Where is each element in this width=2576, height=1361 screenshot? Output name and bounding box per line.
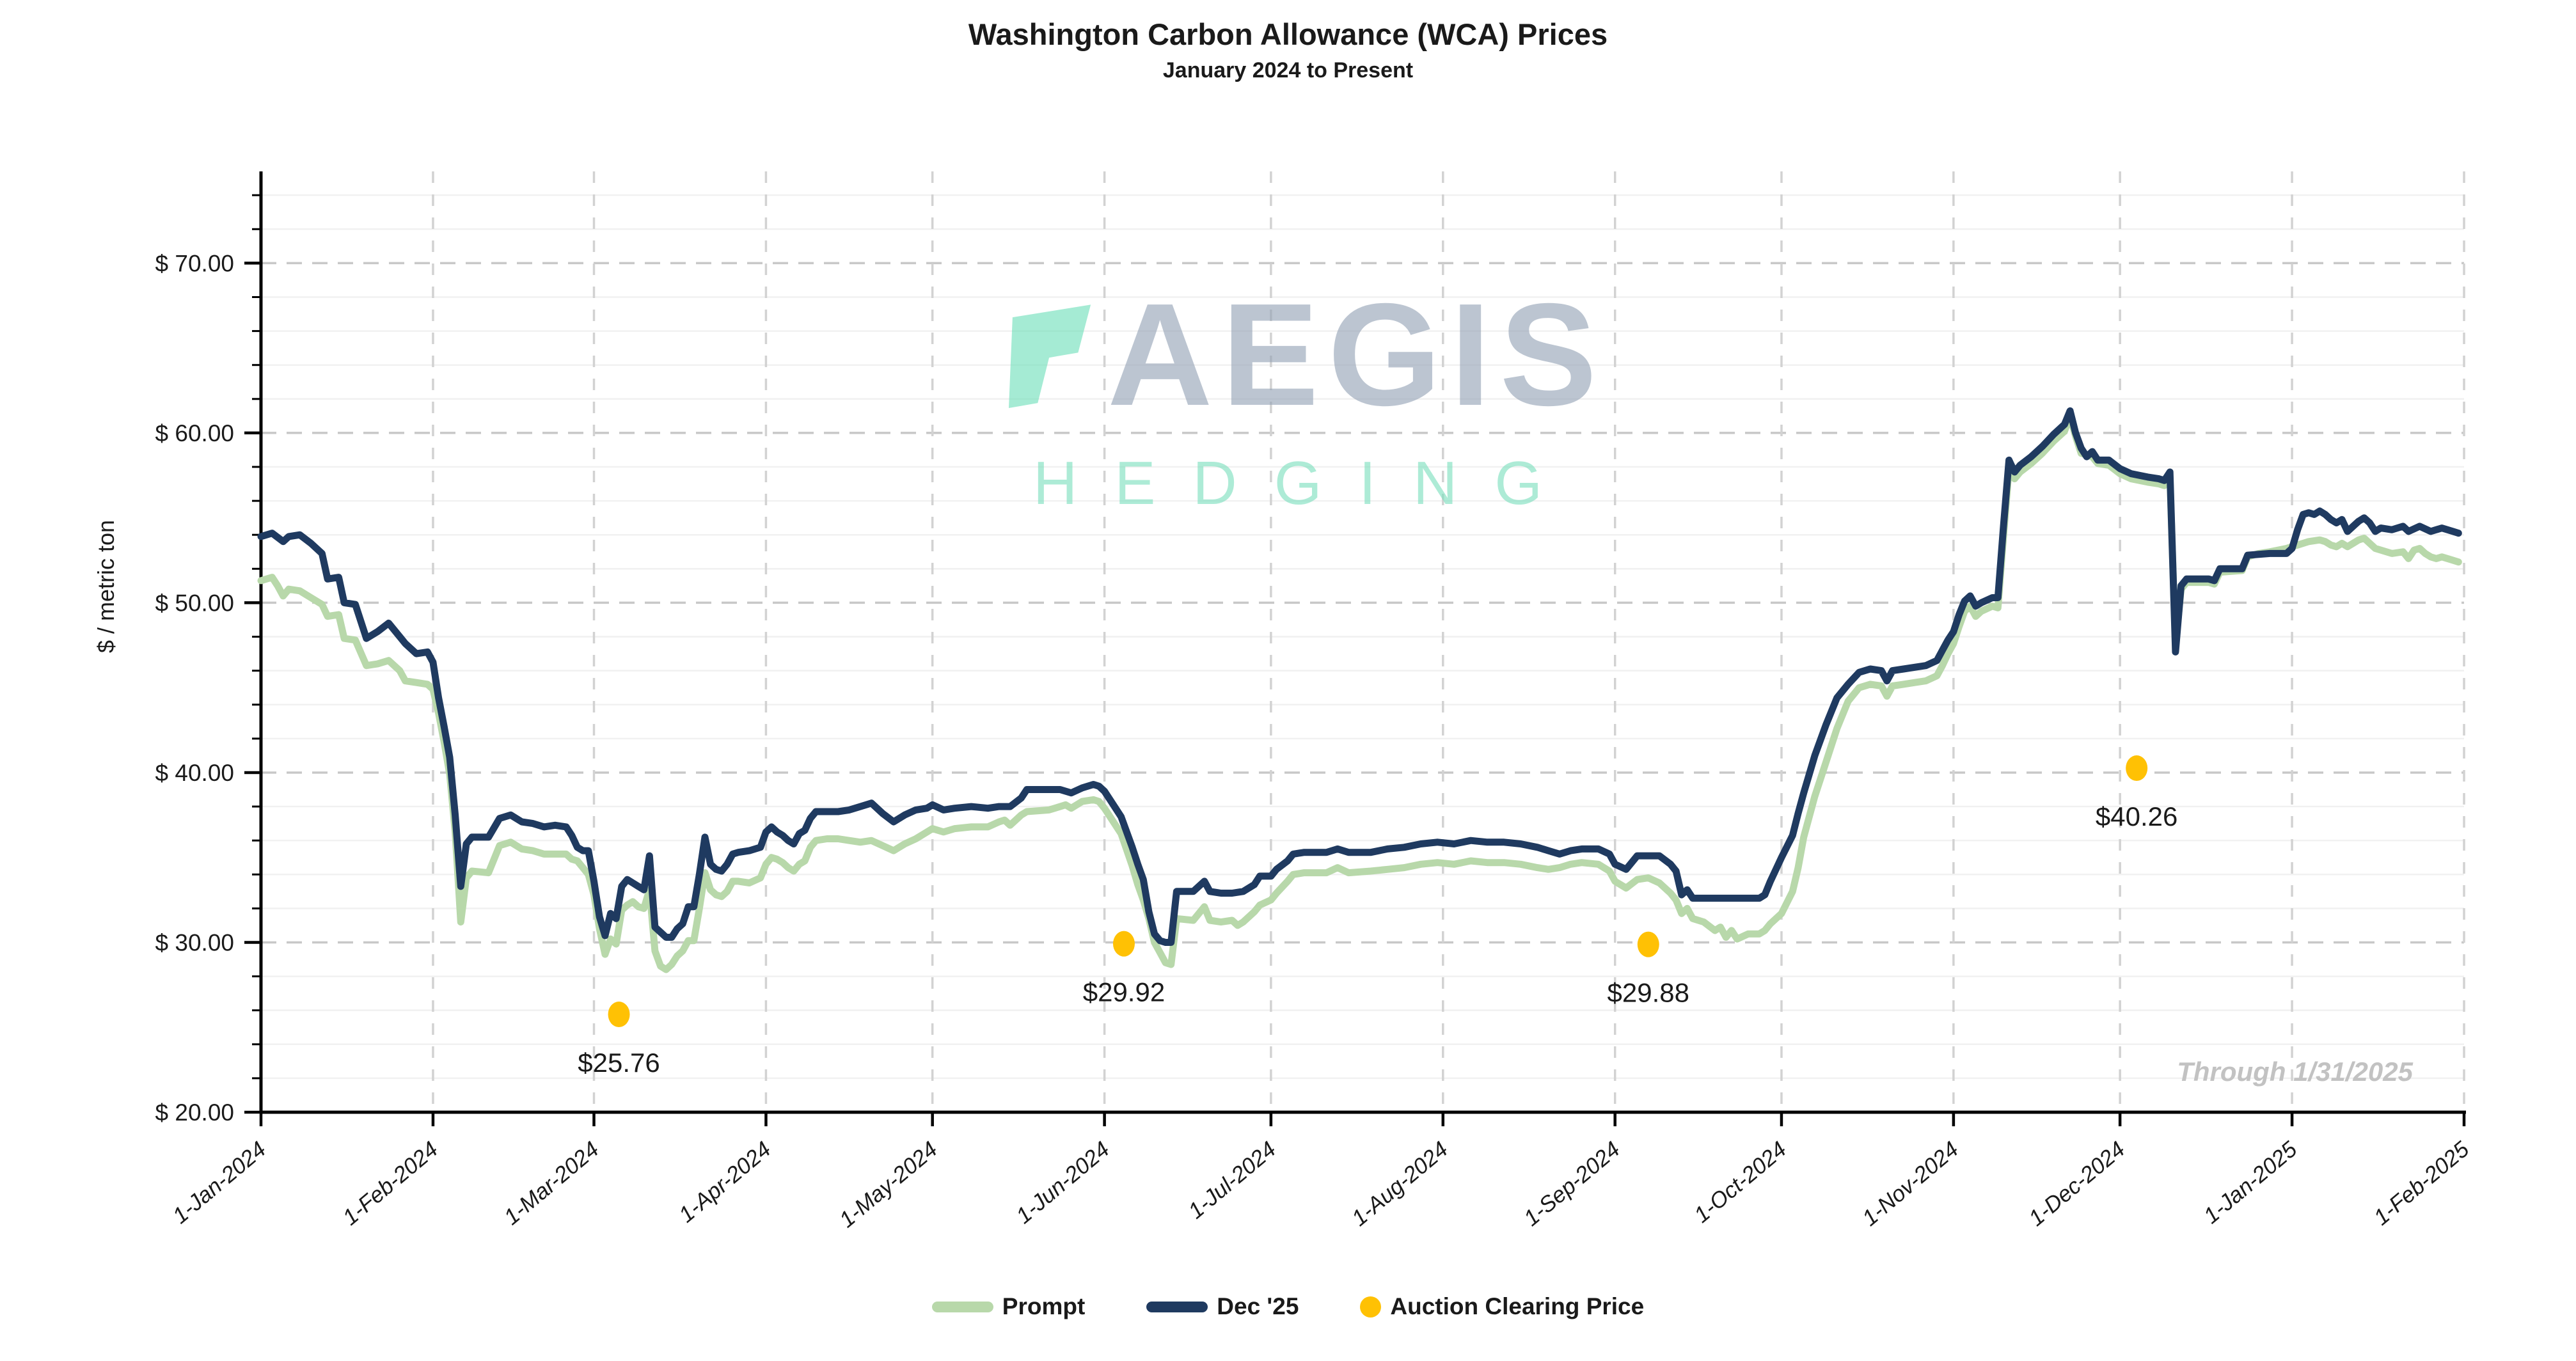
legend-label-auction: Auction Clearing Price (1390, 1293, 1645, 1319)
legend-item-prompt: Prompt (931, 1293, 1086, 1320)
svg-text:1-Mar-2024: 1-Mar-2024 (499, 1137, 603, 1230)
svg-text:1-Jan-2025: 1-Jan-2025 (2199, 1137, 2302, 1229)
chart-legend: Prompt Dec '25 Auction Clearing Price (0, 1293, 2576, 1320)
svg-text:$ 70.00: $ 70.00 (155, 250, 234, 276)
svg-text:$ 30.00: $ 30.00 (155, 929, 234, 956)
svg-text:$ 20.00: $ 20.00 (155, 1099, 234, 1126)
svg-text:$ 40.00: $ 40.00 (155, 760, 234, 786)
chart-title: Washington Carbon Allowance (WCA) Prices (968, 17, 1608, 51)
legend-item-auction: Auction Clearing Price (1360, 1293, 1644, 1320)
svg-text:1-Dec-2024: 1-Dec-2024 (2024, 1137, 2130, 1231)
svg-text:1-May-2024: 1-May-2024 (835, 1137, 942, 1232)
svg-text:1-Jun-2024: 1-Jun-2024 (1011, 1137, 1114, 1229)
svg-text:$29.92: $29.92 (1083, 977, 1165, 1007)
svg-text:1-Nov-2024: 1-Nov-2024 (1858, 1137, 1963, 1231)
svg-text:$25.76: $25.76 (578, 1048, 660, 1078)
svg-text:1-Feb-2025: 1-Feb-2025 (2369, 1137, 2474, 1231)
svg-text:1-Feb-2024: 1-Feb-2024 (338, 1137, 443, 1230)
legend-label-dec25: Dec '25 (1217, 1293, 1299, 1319)
data-through-note: Through 1/31/2025 (2177, 1057, 2413, 1087)
legend-item-dec25: Dec '25 (1146, 1293, 1299, 1320)
svg-text:1-Aug-2024: 1-Aug-2024 (1347, 1137, 1453, 1231)
svg-text:1-Sep-2024: 1-Sep-2024 (1519, 1137, 1625, 1231)
svg-text:1-Apr-2024: 1-Apr-2024 (674, 1137, 776, 1227)
dec25-line-swatch (1146, 1301, 1208, 1312)
svg-text:$ 60.00: $ 60.00 (155, 420, 234, 446)
svg-text:$29.88: $29.88 (1608, 978, 1689, 1008)
svg-text:$40.26: $40.26 (2096, 801, 2177, 831)
chart-header: Washington Carbon Allowance (WCA) Prices… (0, 17, 2576, 83)
chart-subtitle: January 2024 to Present (1162, 58, 1414, 83)
svg-text:$ 50.00: $ 50.00 (155, 590, 234, 616)
prompt-line-swatch (931, 1301, 993, 1312)
legend-label-prompt: Prompt (1002, 1293, 1086, 1319)
svg-text:1-Oct-2024: 1-Oct-2024 (1689, 1137, 1791, 1227)
auction-dot-swatch (1360, 1296, 1382, 1318)
svg-text:1-Jul-2024: 1-Jul-2024 (1183, 1137, 1281, 1223)
svg-text:1-Jan-2024: 1-Jan-2024 (168, 1137, 271, 1229)
